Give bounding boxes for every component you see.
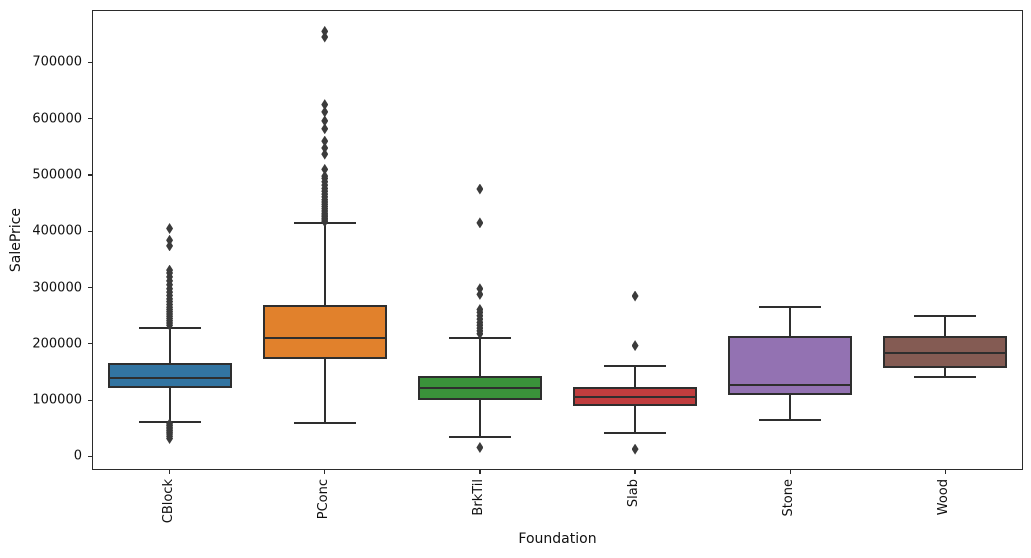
outlier-point: [166, 234, 174, 246]
y-tick-mark: [88, 61, 92, 63]
x-tick-label: Slab: [626, 479, 642, 508]
outlier-point: [631, 290, 639, 302]
outlier-point: [321, 142, 329, 154]
lower-whisker-cap: [759, 419, 822, 422]
median-line: [730, 383, 851, 386]
y-tick-mark: [88, 399, 92, 401]
lower-whisker: [944, 367, 947, 377]
upper-whisker-cap: [604, 365, 667, 368]
outlier-point: [166, 222, 174, 234]
upper-whisker: [323, 222, 326, 306]
outlier-point: [631, 443, 639, 455]
x-tick-label: CBlock: [160, 479, 176, 524]
x-tick-mark: [168, 470, 171, 474]
y-tick-mark: [88, 455, 92, 458]
x-tick-label: PConc: [315, 479, 331, 520]
upper-whisker: [634, 366, 637, 387]
box-cblock: [107, 363, 232, 388]
outlier-point: [476, 183, 484, 195]
y-tick-label: 500000: [32, 167, 82, 183]
outlier-point: [476, 283, 484, 295]
outlier-point: [166, 240, 174, 252]
lower-whisker: [634, 405, 637, 434]
lower-whisker: [323, 359, 326, 424]
outlier-point: [476, 441, 484, 453]
lower-whisker-cap: [448, 435, 511, 438]
y-tick-mark: [88, 174, 92, 176]
x-axis-label: Foundation: [518, 531, 597, 547]
y-tick-mark: [88, 118, 92, 120]
outlier-point: [321, 135, 329, 147]
outlier-point: [321, 170, 329, 182]
median-line: [885, 352, 1006, 355]
plot-area: [92, 10, 1023, 470]
y-tick-mark: [88, 230, 92, 232]
outlier-point: [166, 264, 174, 276]
outlier-point: [476, 304, 484, 316]
median-line: [419, 386, 540, 389]
box-pconc: [262, 305, 387, 360]
upper-whisker-cap: [759, 305, 822, 308]
x-tick-label: Wood: [936, 479, 952, 516]
y-tick-label: 200000: [32, 336, 82, 352]
outlier-point: [321, 163, 329, 175]
x-tick-label: BrkTil: [470, 479, 486, 516]
lower-whisker-cap: [914, 375, 977, 378]
outlier-point: [476, 288, 484, 300]
x-tick-mark: [944, 470, 946, 474]
y-axis-label: SalePrice: [8, 207, 24, 273]
median-line: [575, 395, 696, 398]
outlier-point: [321, 115, 329, 127]
upper-whisker: [789, 306, 792, 336]
y-tick-label: 400000: [32, 223, 82, 239]
box-wood: [883, 335, 1008, 368]
outlier-point: [321, 25, 329, 37]
y-tick-label: 100000: [32, 392, 82, 408]
outlier-point: [631, 340, 639, 352]
upper-whisker-cap: [914, 314, 977, 317]
y-tick-label: 600000: [32, 111, 82, 127]
y-tick-label: 700000: [32, 54, 82, 70]
outlier-point: [321, 148, 329, 160]
x-tick-mark: [479, 470, 481, 474]
x-tick-mark: [634, 470, 636, 474]
outlier-point: [321, 106, 329, 118]
y-tick-label: 300000: [32, 280, 82, 296]
lower-whisker: [478, 400, 481, 437]
outlier-point: [476, 217, 484, 229]
outlier-point: [166, 432, 174, 444]
lower-whisker: [168, 387, 171, 423]
upper-whisker: [168, 327, 171, 364]
lower-whisker-cap: [604, 432, 667, 435]
x-tick-mark: [789, 470, 791, 474]
outlier-point: [321, 99, 329, 111]
x-tick-label: Stone: [781, 479, 797, 517]
lower-whisker-cap: [293, 422, 356, 425]
lower-whisker: [789, 394, 792, 421]
outlier-point: [321, 123, 329, 135]
upper-whisker: [944, 315, 947, 336]
upper-whisker: [478, 337, 481, 376]
outlier-point: [321, 31, 329, 43]
x-tick-mark: [324, 470, 326, 474]
y-tick-mark: [88, 343, 92, 345]
median-line: [109, 376, 230, 379]
y-tick-mark: [88, 286, 92, 289]
y-tick-label: 0: [73, 448, 82, 464]
median-line: [264, 336, 385, 339]
